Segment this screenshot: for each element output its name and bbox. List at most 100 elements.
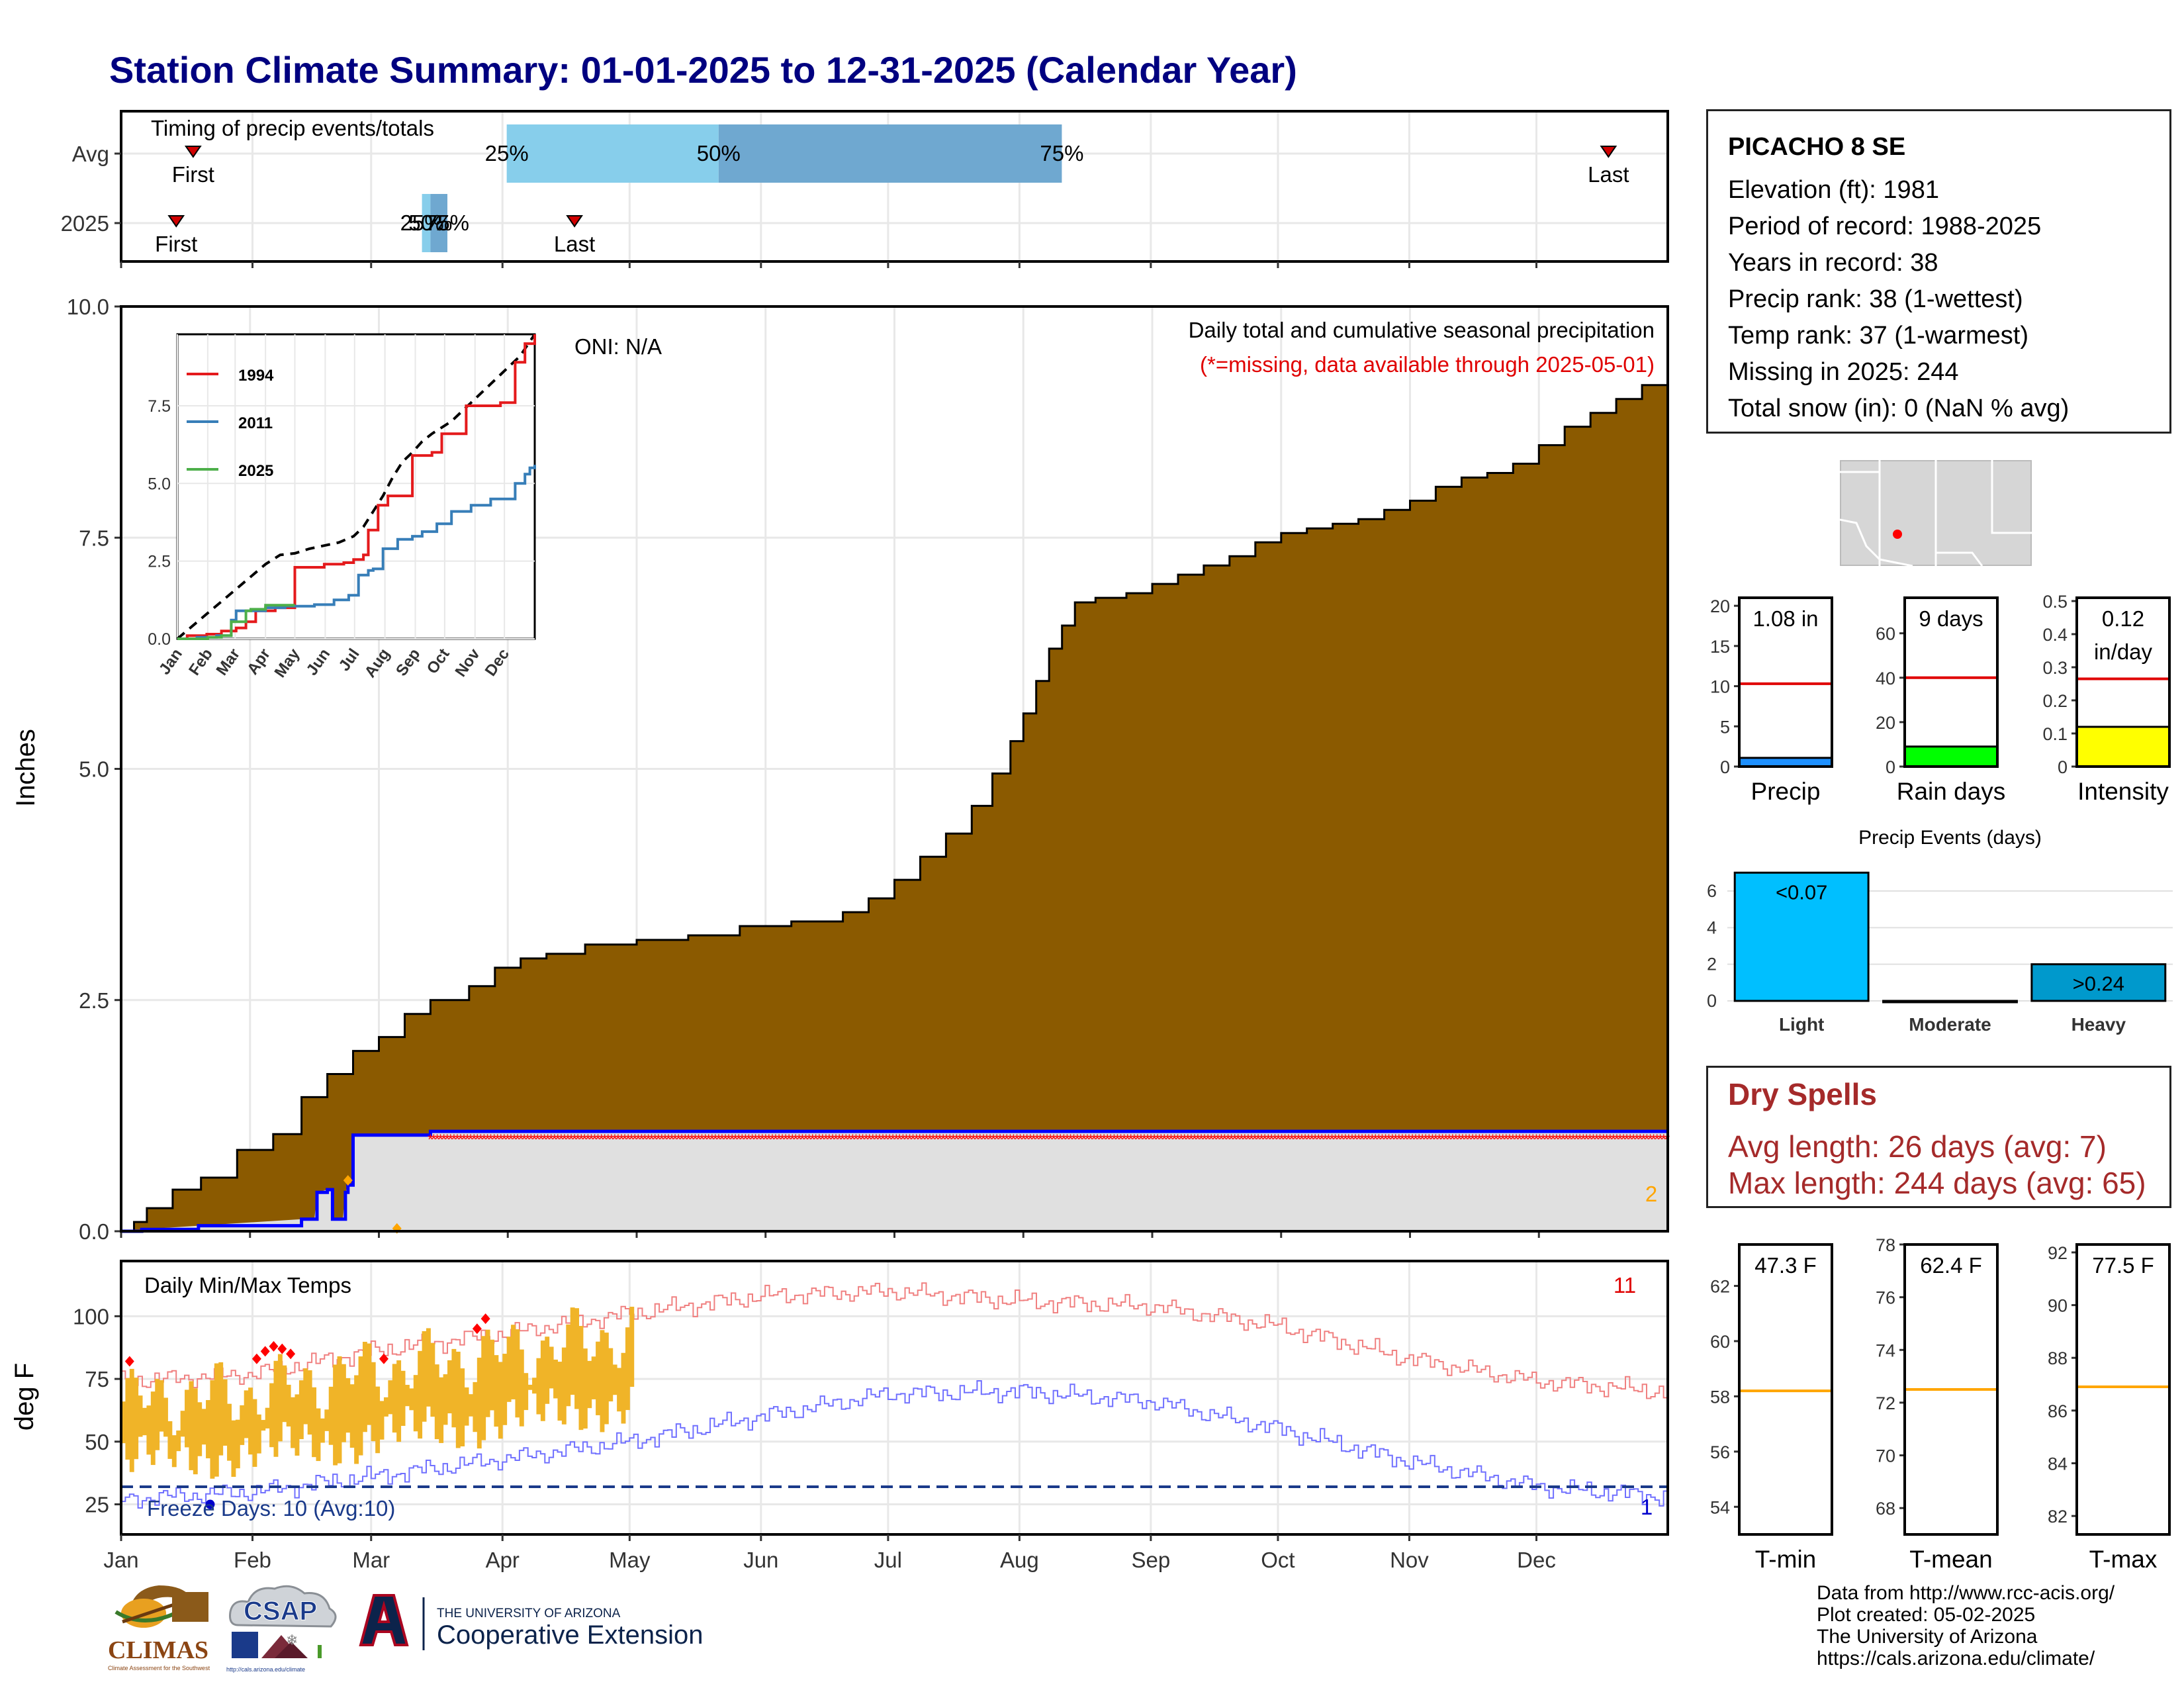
mini-temp-ytick-label: 54 [1710,1497,1730,1517]
precip-missing-mark: * [1168,1131,1174,1148]
precip-missing-mark: * [699,1131,705,1148]
temps-daily-bar [439,1377,444,1443]
precip-missing-mark: * [1423,1131,1429,1148]
precip-missing-mark: * [1202,1131,1208,1148]
precip-missing-mark: * [1199,1131,1205,1148]
precip-missing-mark: * [1071,1131,1077,1148]
temps-record-high-mark [269,1340,279,1352]
station-location-map [1840,460,2032,566]
temps-daily-bar [591,1356,596,1399]
mini-precip-ytick-label: 0.1 [2042,724,2068,744]
timing-avg-p25-label: 25% [485,141,529,165]
events-category-label: Heavy [2071,1014,2126,1035]
precip-missing-mark: * [1550,1131,1556,1148]
temps-daily-bar [171,1435,177,1468]
timing-row-label: Avg [72,142,109,166]
precip-missing-mark: * [1017,1131,1023,1148]
precip-missing-mark: * [866,1131,872,1148]
precip-missing-mark: * [1426,1131,1432,1148]
precip-missing-mark: * [639,1131,645,1148]
precip-missing-mark: * [1128,1131,1134,1148]
precip-missing-mark: * [1218,1131,1224,1148]
precip-missing-mark: * [863,1131,869,1148]
temps-daily-bar [210,1380,215,1479]
precip-missing-mark: * [1041,1131,1047,1148]
temp-mini-panels: 54 56 58 60 62 47.3 F T-min 68 70 72 74 76 78 62.4 F T… [1710,1235,2171,1573]
precip-missing-mark: * [1517,1131,1523,1148]
precip-missing-mark: * [967,1131,973,1148]
mini-precip-ytick-label: 60 [1876,624,1895,644]
precip-avg-cumulative-area [121,366,1669,1233]
precip-missing-mark: * [1272,1131,1278,1148]
precip-missing-mark: * [1051,1131,1057,1148]
precip-missing-mark: * [937,1131,943,1148]
temps-daily-bar [362,1342,367,1432]
precip-missing-mark: * [1621,1131,1627,1148]
temps-daily-bar [349,1384,355,1448]
temps-ytick-label: 100 [73,1304,109,1329]
precip-missing-mark: * [729,1131,735,1148]
temps-daily-bar [473,1382,478,1432]
temps-freeze-label: Freeze Days: 10 (Avg:10) [147,1496,395,1521]
precip-missing-mark: * [1118,1131,1124,1148]
precip-missing-mark: * [874,1131,880,1148]
precip-missing-mark: * [1077,1131,1083,1148]
precip-missing-mark: * [1302,1131,1308,1148]
temps-record-low-count: 1 [1641,1495,1653,1519]
precip-missing-mark: * [1543,1131,1549,1148]
precip-missing-mark: * [1449,1131,1455,1148]
station-elevation: Elevation (ft): 1981 [1728,176,1939,204]
temps-ytick-label: 50 [85,1430,109,1454]
precip-missing-mark: * [1614,1131,1620,1148]
precip-missing-mark: * [1165,1131,1171,1148]
precip-missing-mark: * [1661,1131,1666,1148]
mini-temp-frame [1903,1243,1999,1536]
precip-missing-mark: * [783,1131,789,1148]
precip-missing-mark: * [997,1131,1003,1148]
inset-ytick-label: 7.5 [148,397,171,416]
precip-missing-mark: * [1265,1131,1271,1148]
temps-daily-bar [291,1397,296,1448]
inset-series-line-1994 [177,334,536,640]
precip-missing-mark: * [860,1131,866,1148]
precip-missing-mark: * [1252,1131,1258,1148]
temps-daily-bar [506,1336,512,1402]
precip-oni-label: ONI: N/A [574,334,662,359]
mini-precip-value-text: 0.12 [2102,606,2144,631]
precip-missing-mark: * [645,1131,651,1148]
temps-daily-bar [193,1388,198,1475]
precip-missing-mark: * [1477,1131,1482,1148]
precip-missing-mark: * [508,1131,514,1148]
precip-missing-mark: * [1011,1131,1017,1148]
temps-daily-bar [269,1383,274,1448]
temps-daily-bar [464,1387,469,1426]
precip-2025-cumulative-line [121,1129,1668,1233]
precip-missing-mark: * [1068,1131,1073,1148]
precip-missing-mark: * [964,1131,970,1148]
precip-missing-mark: * [736,1131,742,1148]
temps-daily-bar [150,1391,156,1466]
precip-missing-mark: * [1363,1131,1369,1148]
precip-missing-mark: * [1504,1131,1510,1148]
precip-ytick-label: 2.5 [79,988,109,1013]
precip-missing-mark: * [924,1131,930,1148]
temps-daily-bar [502,1354,508,1425]
timing-avg-last-label: Last [1588,162,1629,187]
temps-daily-bar [490,1339,494,1411]
precip-subtitle: (*=missing, data available through 2025-… [1200,352,1655,377]
precip-missing-mark: * [528,1131,534,1148]
precip-missing-mark: * [1369,1131,1375,1148]
precip-missing-mark: * [588,1131,594,1148]
precip-missing-mark: * [1091,1131,1097,1148]
precip-missing-mark: * [1467,1131,1473,1148]
precip-missing-mark: * [1641,1131,1647,1148]
precip-missing-mark: * [1329,1131,1335,1148]
temps-avg-min-line [121,1380,1668,1509]
mini-precip-label: Precip [1751,778,1821,805]
temps-daily-bar [125,1378,130,1460]
precip-missing-mark: * [837,1131,842,1148]
precip-missing-mark: * [840,1131,846,1148]
precip-missing-mark: * [1637,1131,1643,1148]
precip-missing-mark: * [455,1131,461,1148]
precip-missing-mark: * [598,1131,604,1148]
